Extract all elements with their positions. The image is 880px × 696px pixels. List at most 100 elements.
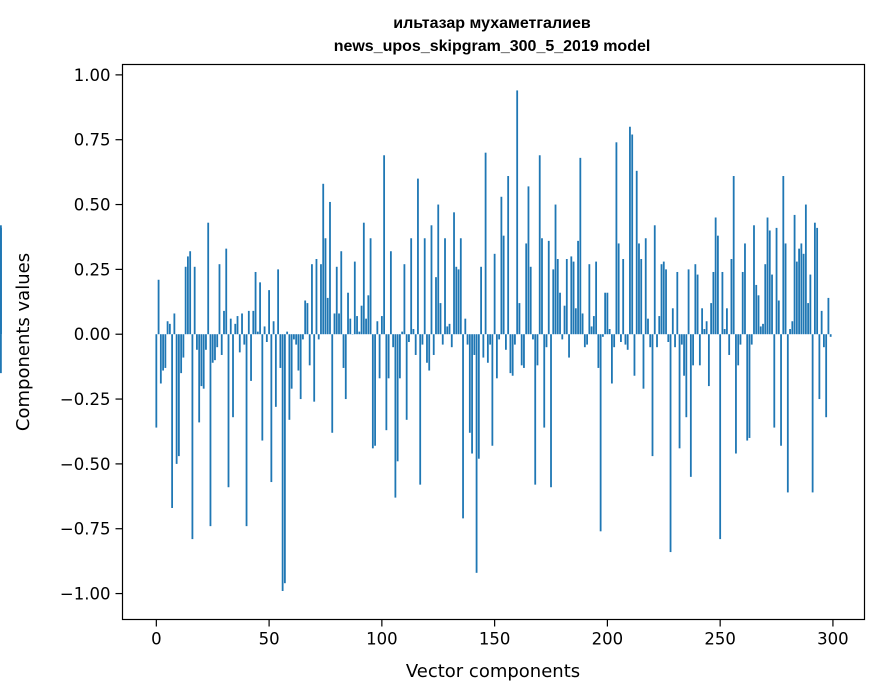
bar	[795, 261, 798, 335]
bar	[455, 266, 458, 335]
bar	[419, 334, 422, 485]
x-tick-label: 300	[817, 630, 849, 649]
bar	[647, 318, 649, 335]
x-tick-label: 250	[704, 630, 736, 649]
bar	[191, 334, 194, 540]
bar	[209, 334, 212, 527]
bar	[520, 334, 523, 366]
bar	[615, 142, 618, 335]
bar	[254, 271, 257, 335]
bar	[177, 334, 180, 457]
bar	[268, 290, 270, 335]
bar	[193, 266, 196, 335]
bar	[509, 334, 512, 374]
bar	[572, 261, 575, 335]
bar	[306, 303, 309, 335]
bar	[403, 264, 406, 335]
bar	[387, 334, 390, 379]
bar	[807, 303, 810, 335]
bar	[547, 240, 550, 335]
bar	[394, 334, 397, 498]
bar	[495, 334, 498, 379]
bar	[164, 334, 167, 368]
chart-title-line-2: news_upos_skipgram_300_5_2019 model	[334, 38, 651, 55]
bar	[577, 240, 579, 335]
bar	[820, 310, 823, 335]
bar	[588, 264, 591, 335]
bar	[793, 214, 796, 335]
x-tick-label: 150	[479, 630, 511, 649]
bar	[714, 217, 717, 335]
bar	[728, 334, 731, 355]
bar	[207, 222, 210, 335]
bar	[288, 334, 291, 420]
bar	[802, 253, 805, 335]
bar	[523, 334, 525, 368]
bar	[529, 266, 532, 335]
y-tick-label: 0.50	[74, 196, 111, 215]
bar	[825, 334, 828, 418]
bar	[586, 334, 588, 345]
bar	[642, 334, 645, 389]
bar	[200, 334, 203, 387]
bar	[692, 334, 694, 366]
bar	[620, 334, 622, 342]
bar	[604, 292, 607, 335]
bar	[491, 334, 494, 446]
bar	[717, 235, 719, 335]
bar	[703, 329, 706, 335]
bar	[313, 334, 316, 402]
bar	[256, 331, 259, 335]
bar	[574, 308, 577, 335]
bar	[559, 292, 561, 335]
bar	[279, 334, 282, 368]
bar	[457, 269, 460, 335]
bar	[299, 334, 302, 400]
bar	[365, 318, 367, 335]
bar	[225, 248, 228, 335]
bar	[159, 334, 162, 384]
bar	[347, 292, 349, 335]
bar	[468, 334, 471, 433]
bar	[205, 334, 207, 350]
bar	[766, 217, 769, 335]
bar	[626, 334, 629, 350]
bar	[829, 334, 832, 337]
bar	[601, 334, 604, 337]
bar	[536, 334, 539, 366]
bar	[813, 222, 816, 335]
bar	[270, 334, 273, 483]
bar	[556, 259, 559, 335]
bar	[218, 264, 221, 335]
y-axis-ticks: 1.00 0.75 0.50 0.25 0.00 −0.25 −0.50 −0.75 −1.00	[60, 66, 123, 604]
bar	[516, 90, 519, 335]
bar	[259, 282, 261, 335]
bar	[775, 227, 778, 335]
bar	[638, 243, 640, 335]
bar	[283, 334, 286, 584]
bar	[538, 155, 541, 335]
bar	[281, 334, 284, 591]
bar	[759, 326, 762, 335]
bar	[482, 334, 485, 358]
bar	[340, 251, 343, 335]
bar	[739, 334, 742, 345]
bar	[338, 313, 340, 335]
bar	[227, 334, 230, 488]
bar	[741, 271, 744, 335]
bar	[721, 271, 724, 335]
bar	[297, 334, 300, 371]
bar	[414, 334, 417, 355]
bar	[583, 334, 586, 348]
bar	[800, 243, 803, 335]
bar	[367, 295, 370, 335]
bar	[782, 176, 785, 335]
bar	[369, 238, 372, 335]
bar	[333, 313, 336, 335]
x-tick-label: 100	[366, 630, 398, 649]
bar	[360, 305, 363, 335]
bar	[541, 238, 543, 335]
y-tick-label: 0.00	[74, 325, 111, 344]
bar	[315, 259, 318, 335]
bar	[166, 321, 169, 335]
